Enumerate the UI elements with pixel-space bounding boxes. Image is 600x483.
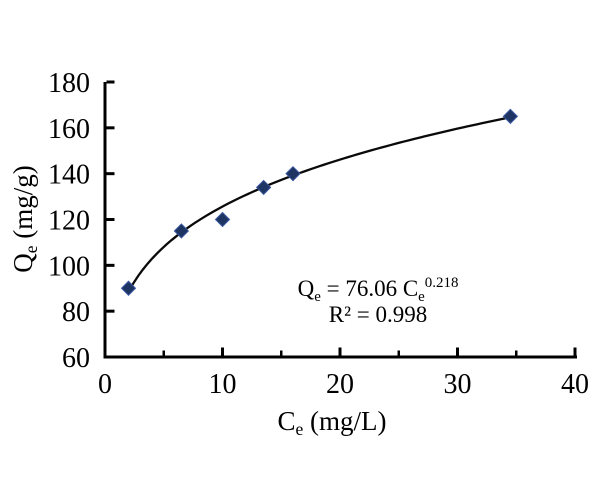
data-point bbox=[120, 280, 137, 296]
y-axis-title: Qe (mg/g) bbox=[8, 165, 41, 273]
x-axis-tick-label: 20 bbox=[326, 369, 354, 400]
axes-frame-path bbox=[103, 82, 577, 359]
data-point bbox=[285, 165, 301, 182]
x-axis-tick-label: 10 bbox=[209, 369, 237, 400]
data-points-group bbox=[120, 108, 519, 296]
x-axis-tick-label: 40 bbox=[561, 369, 589, 400]
x-axis-title: Ce (mg/L) bbox=[277, 406, 386, 439]
y-axis-tick-label: 120 bbox=[48, 206, 90, 237]
y-axis-tick-label: 140 bbox=[48, 160, 90, 191]
y-axis-tick-label: 80 bbox=[62, 297, 90, 328]
fit-curve bbox=[127, 116, 511, 293]
annotation-r-squared: R² = 0.998 bbox=[329, 302, 427, 327]
axis-titles: Ce (mg/L) Qe (mg/g) bbox=[8, 165, 387, 439]
y-axis-tick-label: 60 bbox=[62, 343, 90, 374]
data-point bbox=[502, 108, 519, 125]
y-axis-tick-label: 100 bbox=[48, 251, 90, 282]
axes-frame bbox=[103, 82, 577, 359]
y-axis-tick-label: 180 bbox=[48, 68, 90, 99]
data-point bbox=[173, 223, 190, 239]
x-axis-tick-label: 30 bbox=[444, 369, 472, 400]
data-point bbox=[214, 211, 231, 228]
annotation-equation: Qe = 76.06 Ce0.218 bbox=[298, 275, 459, 305]
fit-curve-group bbox=[127, 116, 511, 293]
data-point bbox=[255, 179, 272, 196]
axis-ticks bbox=[106, 80, 577, 356]
y-axis-tick-label: 160 bbox=[48, 114, 90, 145]
tick-labels: 0 10 20 30 40 60 80 100 120 140 160 180 bbox=[48, 68, 589, 400]
x-axis-tick-label: 0 bbox=[98, 369, 112, 400]
